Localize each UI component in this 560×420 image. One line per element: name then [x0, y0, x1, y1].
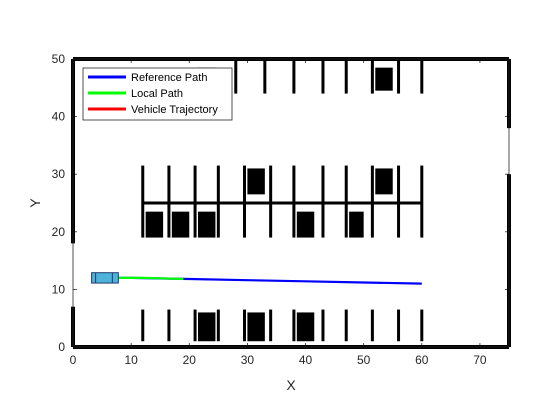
legend-entry-label: Local Path	[131, 88, 183, 100]
parked-car	[296, 211, 315, 238]
legend-entry-label: Reference Path	[131, 72, 207, 84]
ego-vehicle	[91, 272, 119, 284]
y-tick-label: 10	[52, 282, 66, 296]
y-tick-label: 40	[52, 110, 66, 124]
y-axis-label: Y	[27, 198, 43, 208]
parked-car	[296, 312, 315, 342]
parked-car	[375, 168, 393, 195]
y-tick-label: 0	[58, 340, 65, 354]
legend[interactable]: Reference Path Local Path Vehicle Trajecto…	[82, 67, 233, 121]
parked-car	[349, 211, 364, 238]
y-tick-label: 20	[52, 225, 66, 239]
parked-car	[197, 211, 216, 238]
x-tick-label: 60	[415, 353, 429, 367]
parked-car	[171, 211, 190, 238]
parked-cars	[145, 67, 393, 342]
parked-car	[375, 67, 393, 91]
x-tick-labels: 0 10 20 30 40 50 60 70	[70, 353, 487, 367]
x-axis-label: X	[286, 377, 296, 393]
parked-car	[247, 168, 265, 195]
parked-car	[197, 312, 216, 342]
x-tick-label: 30	[241, 353, 255, 367]
x-tick-label: 10	[124, 353, 138, 367]
x-tick-label: 20	[183, 353, 197, 367]
vehicle-body	[91, 272, 119, 284]
x-tick-label: 50	[357, 353, 371, 367]
parked-car	[247, 312, 265, 342]
parked-car	[145, 211, 164, 238]
y-tick-label: 30	[52, 167, 66, 181]
x-tick-label: 0	[70, 353, 77, 367]
axes-box	[72, 58, 510, 348]
y-tick-label: 50	[52, 52, 66, 66]
legend-entry-label: Vehicle Trajectory	[131, 104, 218, 116]
y-tick-labels: 0 10 20 30 40 50	[52, 52, 66, 354]
x-tick-label: 40	[299, 353, 313, 367]
x-tick-label: 70	[473, 353, 487, 367]
